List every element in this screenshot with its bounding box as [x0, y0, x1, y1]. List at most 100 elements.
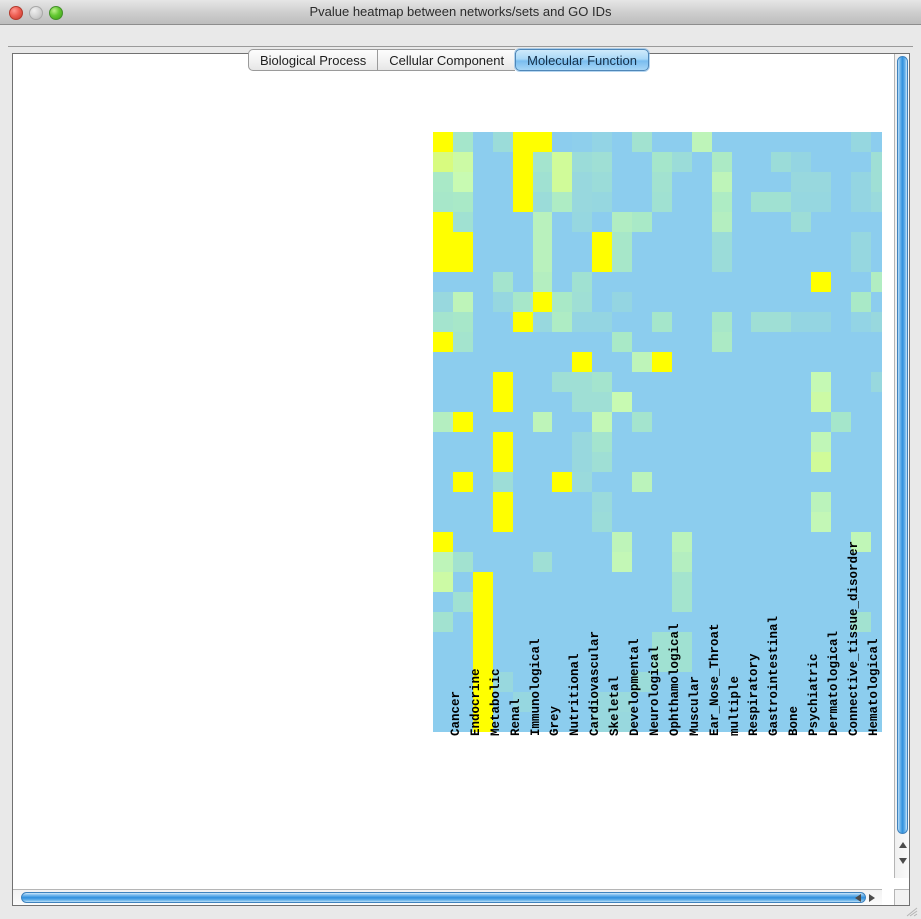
- heatmap-cell[interactable]: [612, 352, 633, 372]
- heatmap-cell[interactable]: [433, 612, 453, 632]
- heatmap-cell[interactable]: [572, 372, 593, 392]
- heatmap-cell[interactable]: [472, 172, 493, 192]
- heatmap-cell[interactable]: [731, 272, 752, 292]
- heatmap-cell[interactable]: [512, 172, 533, 192]
- heatmap-cell[interactable]: [831, 252, 851, 272]
- heatmap-cell[interactable]: [552, 452, 573, 472]
- heatmap-cell[interactable]: [751, 152, 772, 172]
- heatmap-cell[interactable]: [632, 712, 652, 732]
- heatmap-cell[interactable]: [850, 352, 871, 372]
- heatmap-cell[interactable]: [850, 232, 871, 252]
- heatmap-cell[interactable]: [612, 192, 633, 212]
- heatmap-cell[interactable]: [651, 232, 672, 252]
- heatmap-cell[interactable]: [671, 332, 692, 352]
- heatmap-cell[interactable]: [532, 432, 553, 452]
- heatmap-cell[interactable]: [771, 272, 792, 292]
- heatmap-cell[interactable]: [711, 212, 732, 232]
- heatmap-cell[interactable]: [791, 472, 812, 492]
- heatmap-cell[interactable]: [691, 652, 712, 672]
- heatmap-cell[interactable]: [791, 632, 812, 652]
- heatmap-cell[interactable]: [472, 232, 493, 252]
- heatmap-cell[interactable]: [472, 492, 493, 512]
- heatmap-cell[interactable]: [811, 392, 832, 412]
- heatmap-cell[interactable]: [870, 532, 882, 552]
- heatmap-cell[interactable]: [831, 512, 851, 532]
- heatmap-cell[interactable]: [512, 692, 533, 712]
- heatmap-cell[interactable]: [612, 612, 633, 632]
- heatmap-cell[interactable]: [691, 152, 712, 172]
- heatmap-cell[interactable]: [612, 332, 633, 352]
- heatmap-cell[interactable]: [651, 472, 672, 492]
- heatmap-cell[interactable]: [671, 672, 692, 692]
- heatmap-cell[interactable]: [711, 252, 732, 272]
- heatmap-cell[interactable]: [831, 432, 851, 452]
- heatmap-cell[interactable]: [811, 692, 832, 712]
- heatmap-cell[interactable]: [512, 352, 533, 372]
- heatmap-cell[interactable]: [791, 692, 812, 712]
- heatmap-cell[interactable]: [870, 192, 882, 212]
- heatmap-cell[interactable]: [811, 332, 832, 352]
- heatmap-cell[interactable]: [632, 232, 652, 252]
- heatmap-cell[interactable]: [492, 672, 513, 692]
- heatmap-cell[interactable]: [433, 632, 453, 652]
- heatmap-cell[interactable]: [870, 552, 882, 572]
- heatmap-cell[interactable]: [612, 452, 633, 472]
- heatmap-cell[interactable]: [671, 292, 692, 312]
- heatmap-cell[interactable]: [771, 512, 792, 532]
- heatmap-cell[interactable]: [711, 152, 732, 172]
- heatmap-cell[interactable]: [671, 652, 692, 672]
- heatmap-cell[interactable]: [850, 672, 871, 692]
- heatmap-cell[interactable]: [671, 452, 692, 472]
- heatmap-cell[interactable]: [771, 552, 792, 572]
- heatmap-cell[interactable]: [552, 372, 573, 392]
- heatmap-cell[interactable]: [751, 612, 772, 632]
- heatmap-cell[interactable]: [452, 492, 473, 512]
- heatmap-cell[interactable]: [791, 192, 812, 212]
- heatmap-cell[interactable]: [592, 692, 613, 712]
- heatmap-cell[interactable]: [452, 252, 473, 272]
- heatmap-cell[interactable]: [452, 612, 473, 632]
- heatmap-cell[interactable]: [731, 132, 752, 152]
- heatmap-cell[interactable]: [512, 372, 533, 392]
- heatmap-cell[interactable]: [671, 212, 692, 232]
- heatmap-cell[interactable]: [552, 292, 573, 312]
- heatmap-cell[interactable]: [433, 492, 453, 512]
- heatmap-cell[interactable]: [731, 172, 752, 192]
- heatmap-cell[interactable]: [870, 132, 882, 152]
- heatmap-cell[interactable]: [512, 652, 533, 672]
- horizontal-scrollbar[interactable]: [13, 889, 882, 905]
- heatmap-cell[interactable]: [552, 152, 573, 172]
- heatmap-cell[interactable]: [552, 592, 573, 612]
- heatmap-cell[interactable]: [592, 712, 613, 732]
- heatmap-cell[interactable]: [492, 312, 513, 332]
- heatmap-cell[interactable]: [870, 712, 882, 732]
- heatmap-cell[interactable]: [751, 572, 772, 592]
- heatmap-cell[interactable]: [433, 512, 453, 532]
- heatmap-cell[interactable]: [433, 172, 453, 192]
- heatmap-cell[interactable]: [691, 712, 712, 732]
- heatmap-cell[interactable]: [831, 372, 851, 392]
- heatmap-cell[interactable]: [831, 132, 851, 152]
- heatmap-cell[interactable]: [512, 572, 533, 592]
- heatmap-cell[interactable]: [552, 692, 573, 712]
- heatmap-cell[interactable]: [512, 552, 533, 572]
- heatmap-cell[interactable]: [452, 332, 473, 352]
- heatmap-cell[interactable]: [850, 392, 871, 412]
- resize-grip-icon[interactable]: [906, 907, 918, 917]
- heatmap-cell[interactable]: [433, 352, 453, 372]
- heatmap-cell[interactable]: [771, 252, 792, 272]
- heatmap-cell[interactable]: [472, 412, 493, 432]
- heatmap-cell[interactable]: [552, 572, 573, 592]
- heatmap-cell[interactable]: [572, 192, 593, 212]
- heatmap-cell[interactable]: [711, 412, 732, 432]
- heatmap-cell[interactable]: [691, 132, 712, 152]
- heatmap-cell[interactable]: [612, 672, 633, 692]
- heatmap-cell[interactable]: [433, 412, 453, 432]
- heatmap-cell[interactable]: [751, 412, 772, 432]
- heatmap-cell[interactable]: [592, 592, 613, 612]
- vertical-scrollbar-thumb[interactable]: [897, 56, 908, 834]
- heatmap-cell[interactable]: [771, 652, 792, 672]
- heatmap-cell[interactable]: [512, 472, 533, 492]
- heatmap-cell[interactable]: [452, 132, 473, 152]
- heatmap-cell[interactable]: [433, 292, 453, 312]
